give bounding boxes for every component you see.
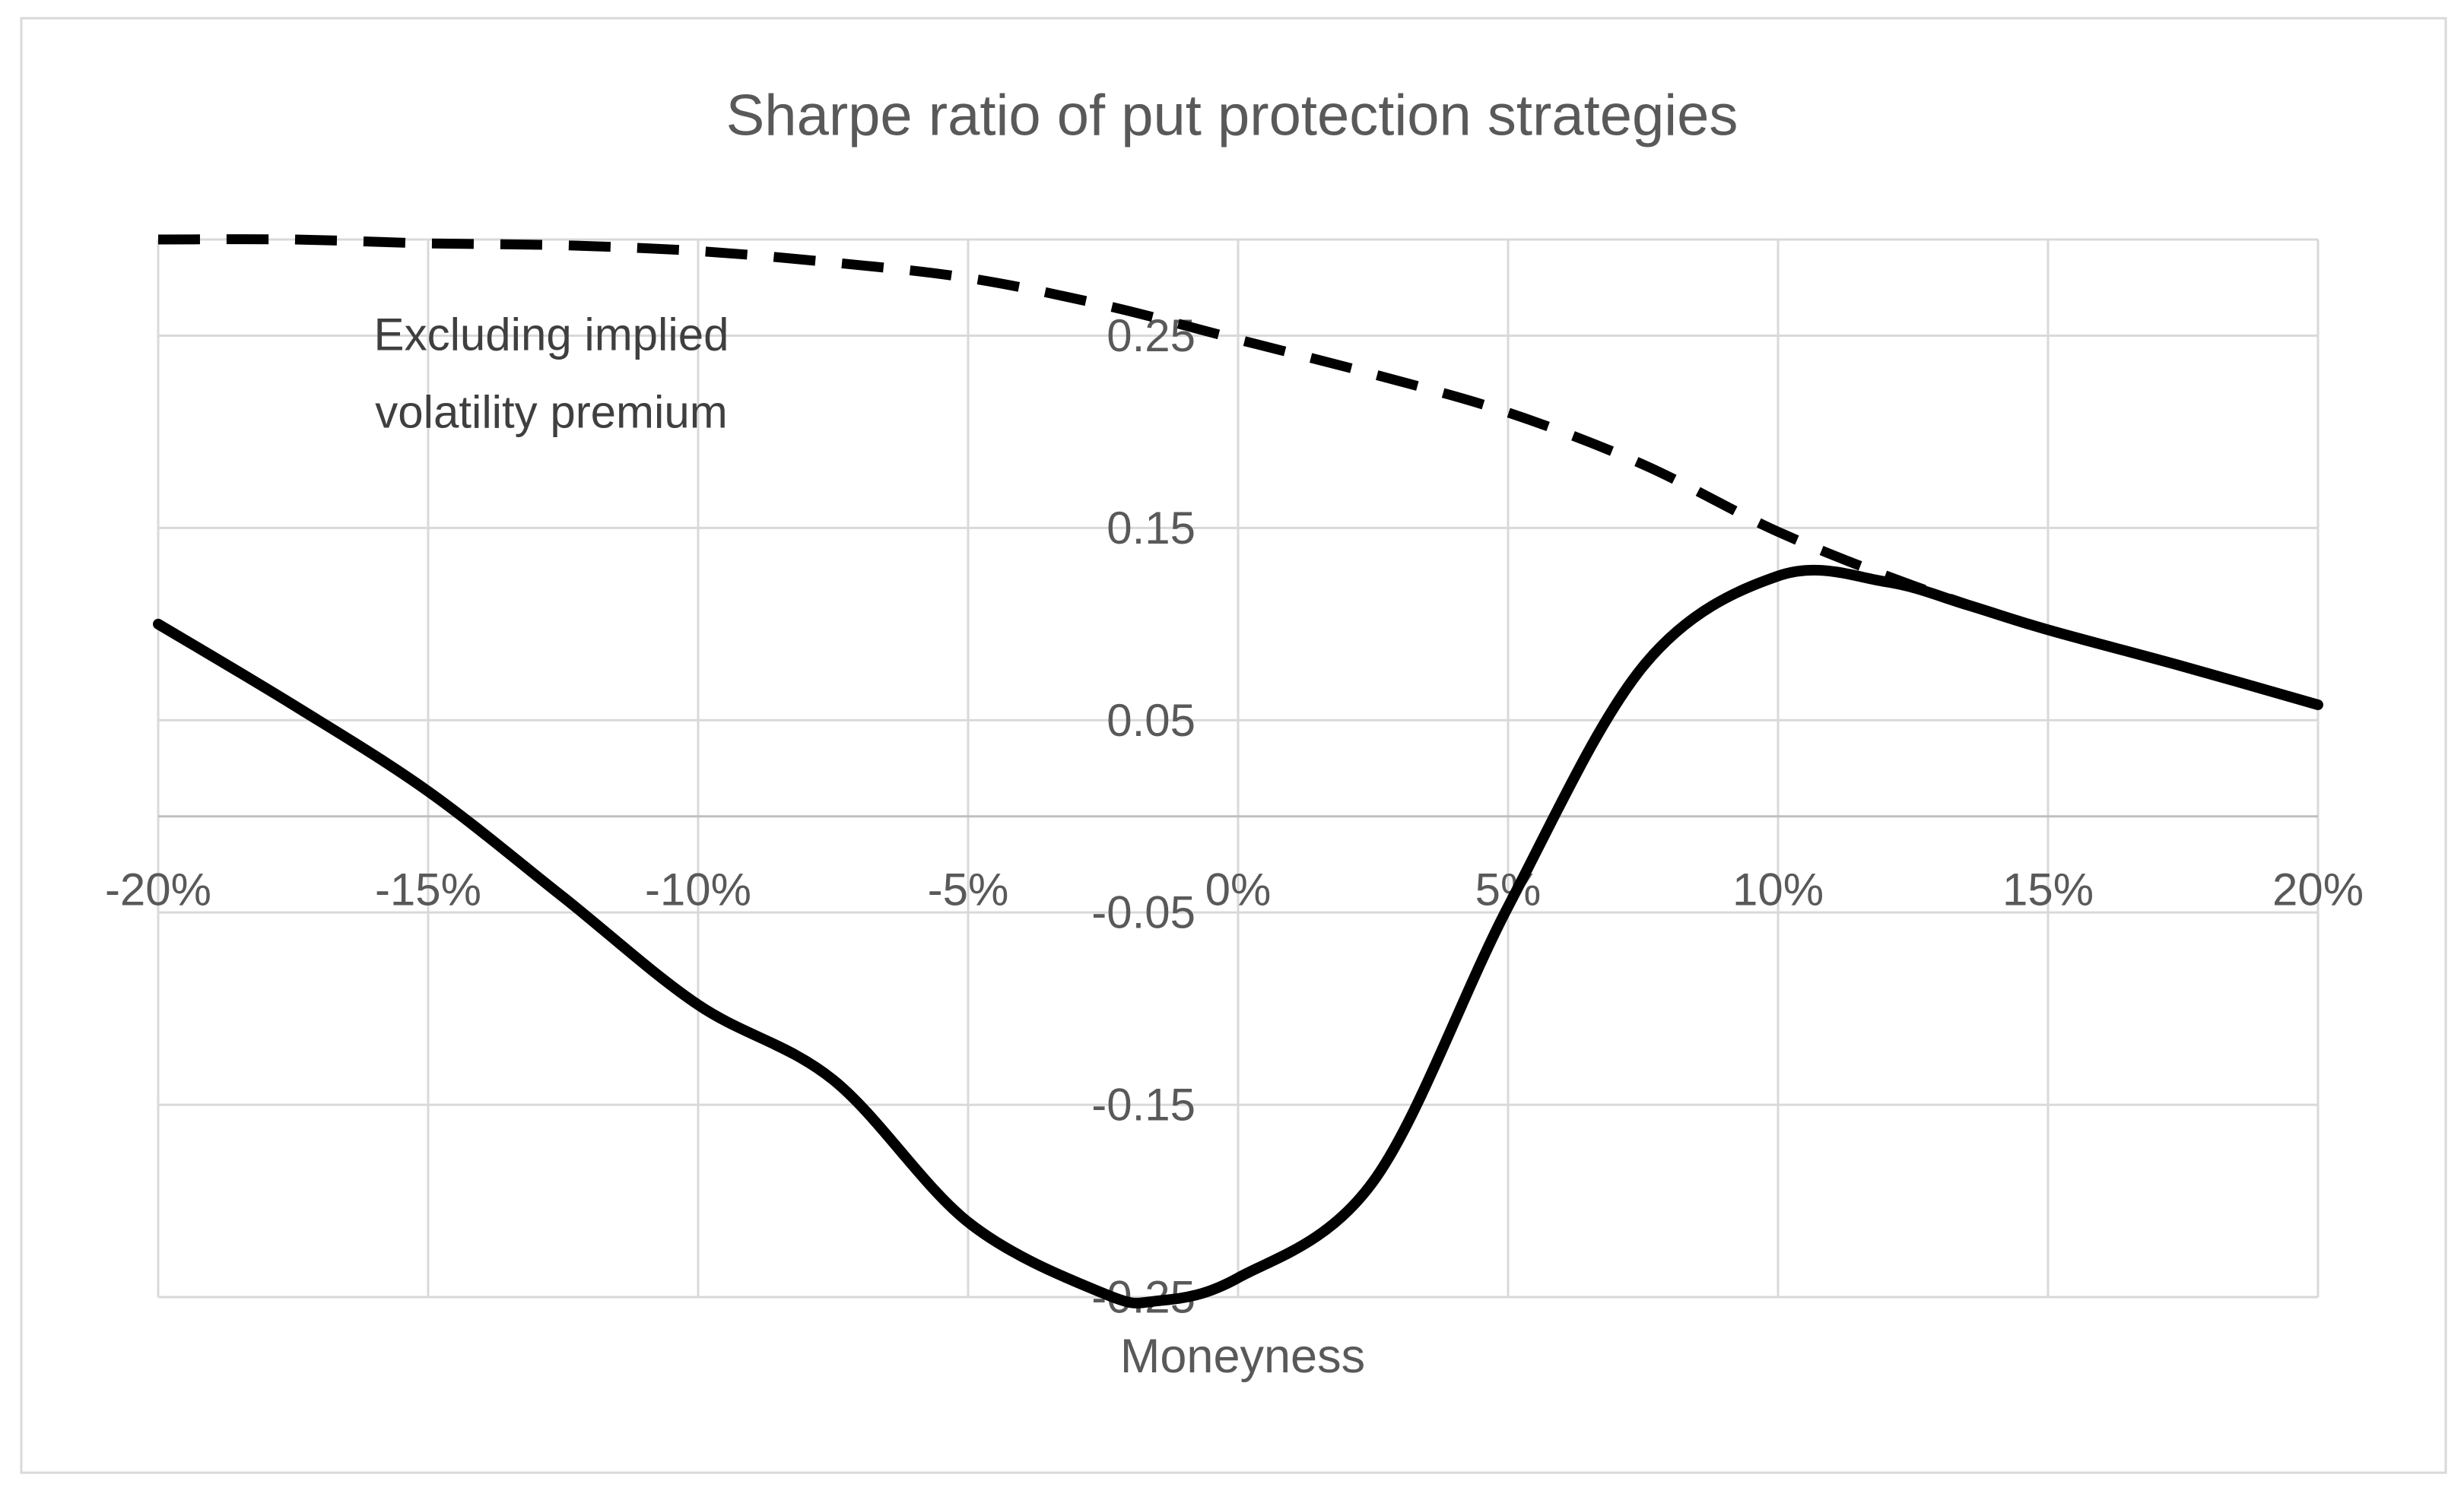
y-tick-label: 0.15 bbox=[1107, 503, 1195, 554]
gridlines bbox=[157, 238, 2320, 1299]
y-tick-label: -0.15 bbox=[1091, 1080, 1195, 1131]
x-tick-label: -5% bbox=[928, 864, 1009, 915]
y-tick-label: -0.05 bbox=[1091, 887, 1195, 938]
x-tick-label: 0% bbox=[1205, 864, 1272, 915]
annotation-label-line: volatility premium bbox=[375, 387, 727, 438]
x-tick-label: 20% bbox=[2272, 864, 2364, 915]
x-axis-title: Moneyness bbox=[1120, 1330, 1365, 1383]
x-tick-label: 15% bbox=[2002, 864, 2094, 915]
chart-title: Sharpe ratio of put protection strategie… bbox=[726, 84, 1738, 148]
x-tick-label: 10% bbox=[1732, 864, 1824, 915]
annotation-label-line: Excluding implied bbox=[374, 309, 729, 360]
chart-border bbox=[20, 17, 2447, 1474]
x-tick-label: -20% bbox=[105, 864, 211, 915]
x-tick-label: -15% bbox=[375, 864, 481, 915]
series-line-put-protection-sharpe bbox=[153, 564, 2323, 1308]
x-tick-label: -10% bbox=[645, 864, 751, 915]
y-tick-label: 0.05 bbox=[1107, 695, 1195, 746]
